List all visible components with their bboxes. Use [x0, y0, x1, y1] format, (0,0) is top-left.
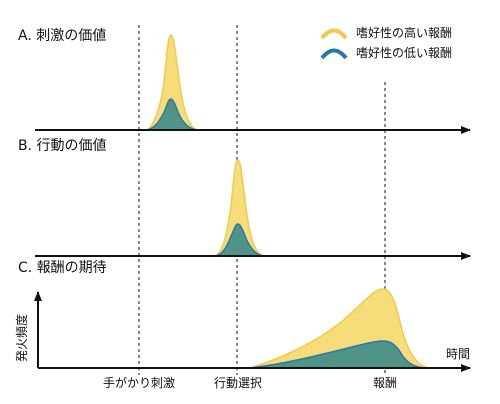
legend-low-label: 嗜好性の低い報酬	[356, 46, 452, 60]
legend-low-swatch	[320, 48, 348, 60]
panel-title-b: B. 行動の価値	[18, 138, 107, 154]
cue-label: 手がかり刺激	[103, 375, 175, 390]
reward-label: 報酬	[373, 376, 397, 390]
legend-high-label: 嗜好性の高い報酬	[356, 25, 452, 40]
legend: 嗜好性の高い報酬 嗜好性の低い報酬	[320, 25, 452, 60]
panel-b-low-response	[213, 223, 266, 257]
panel-title-a: A. 刺激の価値	[18, 27, 106, 44]
panel-a-low-response	[144, 98, 200, 131]
panel-a-high-response	[144, 34, 200, 131]
panel-b-high-response	[213, 159, 266, 257]
panel-title-c: C. 報酬の期待	[18, 260, 107, 276]
panel-c-low-response	[249, 340, 429, 369]
y-axis-label: 発火頻度	[14, 314, 29, 362]
action-label: 行動選択	[214, 376, 262, 390]
x-axis-label: 時間	[446, 347, 470, 361]
legend-high-swatch	[320, 28, 348, 40]
